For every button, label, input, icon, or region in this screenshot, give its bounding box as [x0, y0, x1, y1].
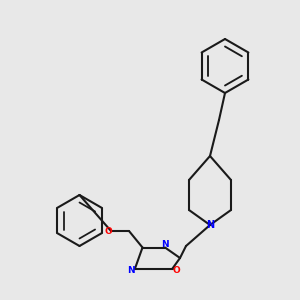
Text: N: N — [128, 266, 135, 275]
Text: N: N — [206, 220, 214, 230]
Text: O: O — [172, 266, 180, 275]
Text: O: O — [105, 226, 112, 236]
Text: N: N — [161, 240, 169, 249]
